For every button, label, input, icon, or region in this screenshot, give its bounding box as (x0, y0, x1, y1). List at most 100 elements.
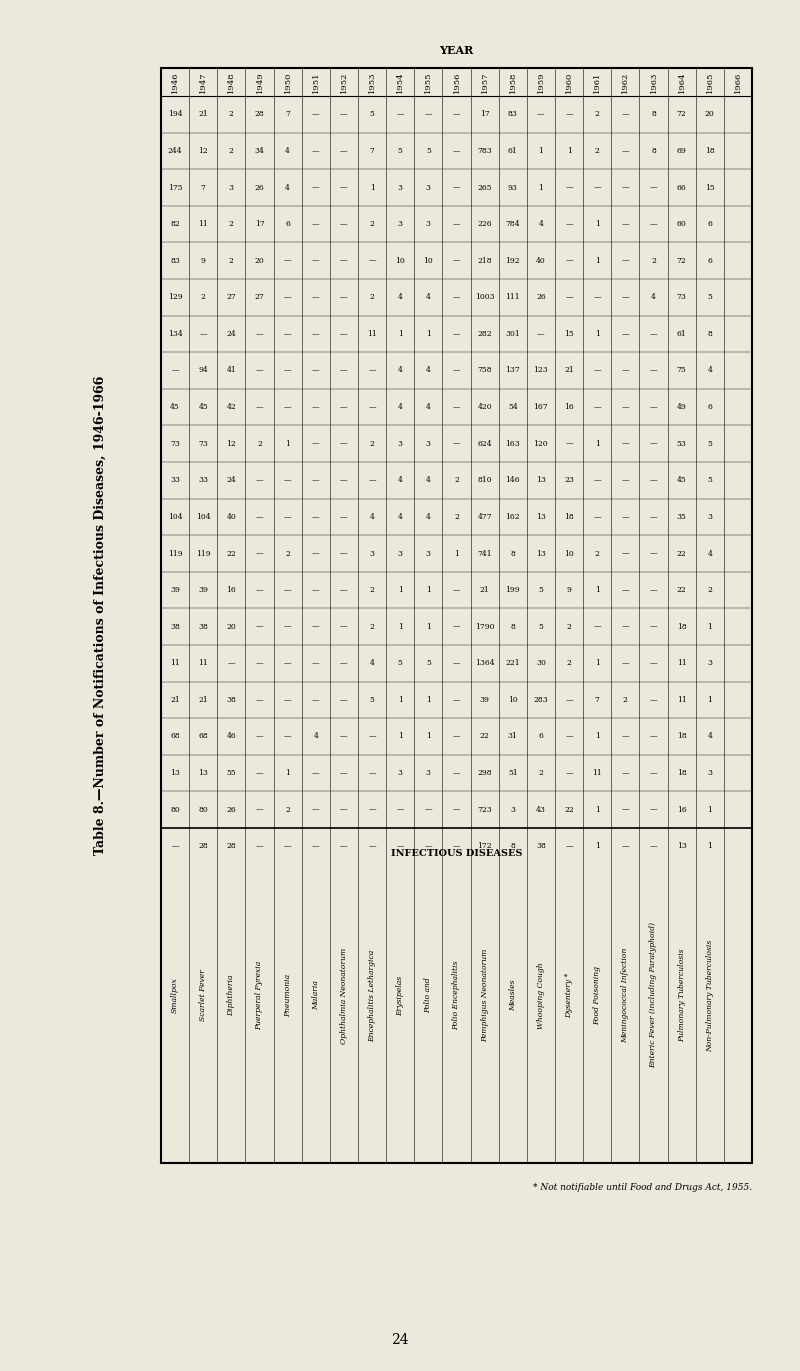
Text: Table 8.—Number of Notifications of Infectious Diseases, 1946-1966: Table 8.—Number of Notifications of Infe… (94, 376, 106, 856)
Text: 4: 4 (426, 513, 430, 521)
Text: —: — (312, 293, 319, 302)
Text: 2: 2 (707, 585, 712, 594)
Text: —: — (537, 330, 545, 337)
Text: 21: 21 (198, 696, 208, 703)
Text: 2: 2 (623, 696, 628, 703)
Text: 1: 1 (707, 696, 712, 703)
Text: —: — (650, 330, 658, 337)
Text: —: — (650, 476, 658, 484)
Text: 192: 192 (506, 256, 520, 265)
Text: 1: 1 (398, 622, 402, 631)
Text: Dysentery *: Dysentery * (565, 973, 573, 1019)
Text: 9: 9 (201, 256, 206, 265)
Text: 26: 26 (536, 293, 546, 302)
Text: 5: 5 (707, 476, 712, 484)
Text: 83: 83 (508, 110, 518, 118)
Text: 1956: 1956 (453, 71, 461, 93)
Text: 13: 13 (536, 513, 546, 521)
Text: 8: 8 (707, 330, 712, 337)
Text: 4: 4 (426, 366, 430, 374)
Text: —: — (284, 842, 291, 850)
Text: 810: 810 (478, 476, 492, 484)
Text: 18: 18 (677, 769, 686, 777)
Text: —: — (566, 732, 573, 740)
Text: 61: 61 (677, 330, 686, 337)
Text: Erysipelas: Erysipelas (396, 975, 404, 1016)
Text: 68: 68 (198, 732, 208, 740)
Text: —: — (453, 622, 460, 631)
Text: —: — (312, 440, 319, 448)
Text: —: — (256, 330, 263, 337)
Text: —: — (622, 221, 629, 228)
Text: 13: 13 (536, 476, 546, 484)
Text: —: — (425, 110, 432, 118)
Text: —: — (340, 513, 348, 521)
Text: 3: 3 (426, 550, 431, 558)
Text: 4: 4 (398, 403, 402, 411)
Text: Pneumonia: Pneumonia (284, 973, 292, 1017)
Text: 3: 3 (398, 184, 402, 192)
Text: —: — (622, 403, 629, 411)
Text: 104: 104 (196, 513, 210, 521)
Text: 54: 54 (508, 403, 518, 411)
Text: 11: 11 (170, 659, 180, 668)
Text: —: — (650, 622, 658, 631)
Text: 6: 6 (707, 403, 712, 411)
Text: —: — (566, 696, 573, 703)
Text: —: — (256, 366, 263, 374)
Text: —: — (312, 659, 319, 668)
Text: —: — (622, 585, 629, 594)
Text: —: — (622, 659, 629, 668)
Text: 194: 194 (168, 110, 182, 118)
Text: 18: 18 (564, 513, 574, 521)
Text: —: — (340, 184, 348, 192)
Text: 7: 7 (286, 110, 290, 118)
Text: —: — (622, 476, 629, 484)
Text: —: — (425, 806, 432, 814)
Text: —: — (284, 622, 291, 631)
Text: 221: 221 (506, 659, 520, 668)
Text: 4: 4 (426, 293, 430, 302)
Text: 24: 24 (226, 476, 236, 484)
Text: —: — (284, 659, 291, 668)
Text: 38: 38 (536, 842, 546, 850)
Text: —: — (622, 293, 629, 302)
Text: —: — (340, 221, 348, 228)
Text: —: — (171, 366, 179, 374)
Text: 1: 1 (538, 184, 543, 192)
Text: 1962: 1962 (622, 71, 630, 93)
Text: YEAR: YEAR (439, 45, 474, 56)
Text: 1954: 1954 (396, 71, 404, 93)
Text: 35: 35 (677, 513, 686, 521)
Text: 283: 283 (534, 696, 548, 703)
Text: —: — (650, 184, 658, 192)
Text: 137: 137 (506, 366, 520, 374)
Text: Ophthalmia Neonatorum: Ophthalmia Neonatorum (340, 947, 348, 1043)
Text: 723: 723 (478, 806, 492, 814)
Text: 39: 39 (480, 696, 490, 703)
Text: 51: 51 (508, 769, 518, 777)
Text: 3: 3 (370, 550, 374, 558)
Text: —: — (284, 732, 291, 740)
Text: 1959: 1959 (537, 71, 545, 93)
Text: 244: 244 (168, 147, 182, 155)
Text: * Not notifiable until Food and Drugs Act, 1955.: * Not notifiable until Food and Drugs Ac… (533, 1183, 752, 1191)
Text: 163: 163 (506, 440, 520, 448)
Text: —: — (312, 256, 319, 265)
Text: 1: 1 (707, 806, 712, 814)
Text: 4: 4 (370, 659, 374, 668)
Text: —: — (650, 403, 658, 411)
Text: 6: 6 (707, 221, 712, 228)
Text: 1364: 1364 (475, 659, 494, 668)
Text: —: — (256, 659, 263, 668)
Text: —: — (453, 221, 460, 228)
Text: 60: 60 (677, 221, 686, 228)
Text: 46: 46 (226, 732, 236, 740)
Text: 73: 73 (198, 440, 208, 448)
Text: —: — (397, 110, 404, 118)
Text: 45: 45 (198, 403, 208, 411)
Text: —: — (340, 256, 348, 265)
Text: 3: 3 (510, 806, 515, 814)
Text: 49: 49 (677, 403, 686, 411)
Text: 1960: 1960 (565, 71, 573, 93)
